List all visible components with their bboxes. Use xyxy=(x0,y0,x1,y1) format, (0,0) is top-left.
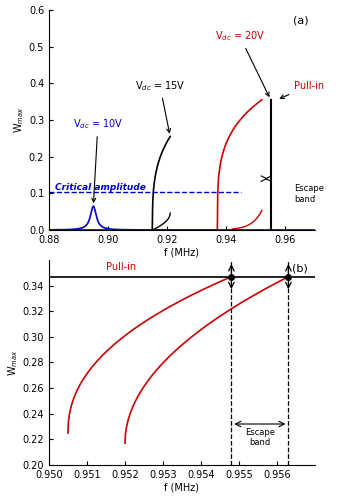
Text: (b): (b) xyxy=(292,263,307,273)
Text: Escape
band: Escape band xyxy=(294,184,324,204)
Text: Pull-in: Pull-in xyxy=(280,81,324,98)
Text: V$_{dc}$ = 15V: V$_{dc}$ = 15V xyxy=(135,79,185,132)
Y-axis label: W$_{max}$: W$_{max}$ xyxy=(6,349,20,376)
Text: Escape
band: Escape band xyxy=(245,428,275,447)
Text: Critical amplitude: Critical amplitude xyxy=(55,182,146,192)
Text: V$_{dc}$ = 20V: V$_{dc}$ = 20V xyxy=(215,30,269,96)
Text: (a): (a) xyxy=(293,16,309,26)
Text: V$_{dc}$ = 10V: V$_{dc}$ = 10V xyxy=(73,118,123,202)
Text: Pull-in: Pull-in xyxy=(106,262,136,272)
X-axis label: f (MHz): f (MHz) xyxy=(164,248,200,258)
X-axis label: f (MHz): f (MHz) xyxy=(164,482,200,492)
Y-axis label: W$_{max}$: W$_{max}$ xyxy=(12,106,26,134)
